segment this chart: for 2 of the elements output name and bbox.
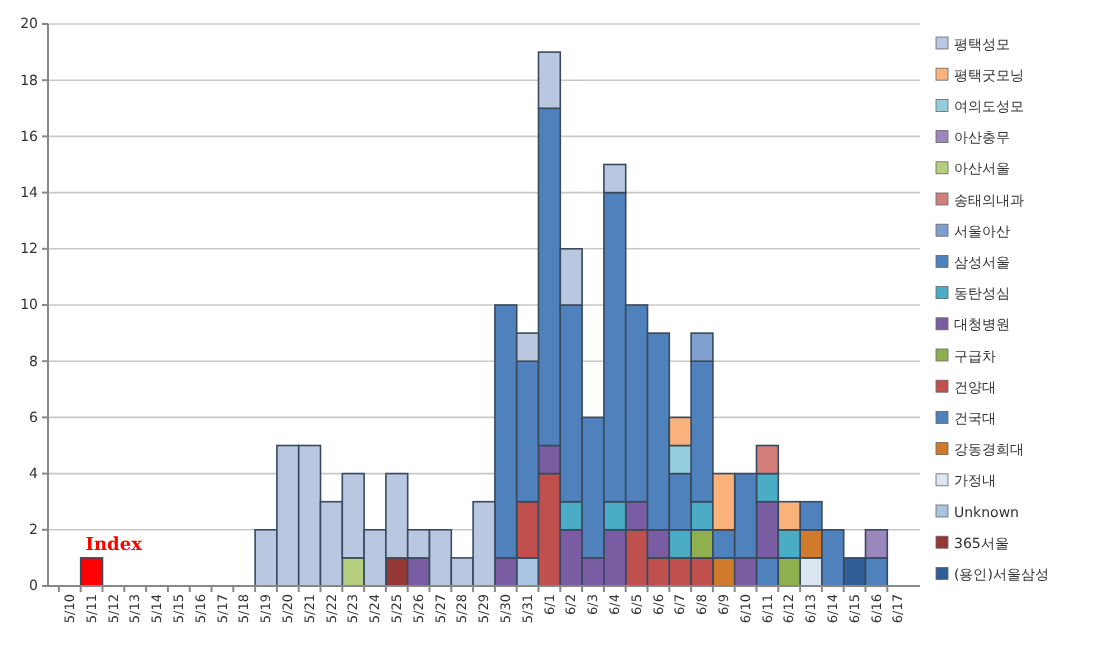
annotation: Index [85, 535, 144, 556]
bar [79, 557, 104, 587]
